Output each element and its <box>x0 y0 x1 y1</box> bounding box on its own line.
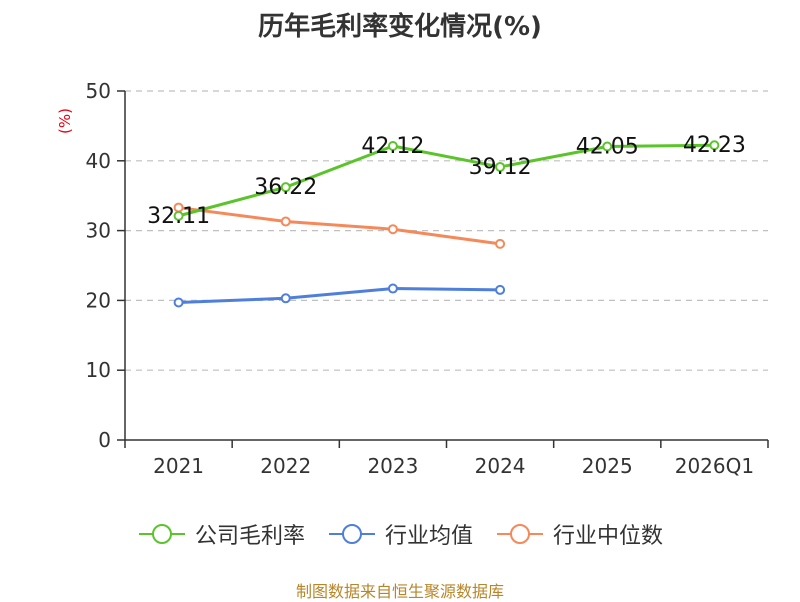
series-point-0-2026Q1 <box>709 140 720 151</box>
series-point-1-2023 <box>387 283 398 294</box>
legend-label-industry-median: 行业中位数 <box>553 524 664 549</box>
legend-label-industry-avg: 行业均值 <box>384 524 473 549</box>
data-labels: 32.11 36.22 42.12 39.12 42.05 42.23 <box>147 133 746 229</box>
legend-item-industry-avg[interactable]: 行业均值 <box>327 518 473 550</box>
chart-title: 历年毛利率变化情况(%) <box>258 12 542 42</box>
series-point-0-2025 <box>602 141 613 152</box>
legend-label-company: 公司毛利率 <box>194 524 305 549</box>
series-point-0-2023 <box>387 141 398 152</box>
series-point-1-2022 <box>280 293 291 304</box>
x-tick-label-2023: 2023 <box>367 454 418 478</box>
legend-swatch-company <box>138 524 185 544</box>
legend-item-industry-median[interactable]: 行业中位数 <box>495 518 663 550</box>
legend-swatch-industry-median <box>497 524 543 544</box>
legend-item-company[interactable]: 公司毛利率 <box>137 518 305 550</box>
series-point-1-2021 <box>173 297 184 308</box>
legend-swatch-industry-avg <box>328 524 375 544</box>
series-point-1-2024 <box>495 284 506 295</box>
series-line-0 <box>178 143 715 218</box>
series-lines <box>173 140 720 308</box>
series-point-0-2024 <box>495 161 506 172</box>
x-tick-label-2025: 2025 <box>582 454 633 478</box>
data-label-2025: 42.05 <box>576 134 639 159</box>
x-tick-label-2026Q1: 2026Q1 <box>675 454 754 478</box>
y-tick-label-20: 20 <box>86 288 111 312</box>
y-tick-label-10: 10 <box>86 358 111 382</box>
y-tick-label-0: 0 <box>98 428 111 452</box>
series-point-0-2021 <box>173 210 184 221</box>
legend: 公司毛利率 行业均值 行业中位数 <box>0 518 800 550</box>
series-point-2-2024 <box>495 238 506 249</box>
data-label-2022: 36.22 <box>254 175 317 200</box>
data-source: 制图数据来自恒生聚源数据库 <box>295 582 504 601</box>
grid-lines <box>125 90 768 371</box>
series-line-1 <box>178 287 501 304</box>
x-tick-label-2024: 2024 <box>475 454 526 478</box>
y-tick-label-50: 50 <box>86 79 111 103</box>
axes: 0 10 20 30 40 50 2021 2022 2023 2024 2025 2026Q1 <box>86 79 769 478</box>
y-tick-label-40: 40 <box>86 149 111 173</box>
y-tick-label-30: 30 <box>86 219 111 243</box>
data-label-2021: 32.11 <box>147 204 210 229</box>
series-line-2 <box>178 206 501 246</box>
series-point-2-2023 <box>387 224 398 235</box>
data-label-2024: 39.12 <box>469 155 532 180</box>
x-tick-label-2021: 2021 <box>153 454 204 478</box>
data-label-2026Q1: 42.23 <box>683 133 746 158</box>
data-label-2023: 42.12 <box>361 134 424 159</box>
series-point-0-2022 <box>280 182 291 193</box>
series-point-2-2022 <box>280 216 291 227</box>
x-tick-label-2022: 2022 <box>260 454 311 478</box>
